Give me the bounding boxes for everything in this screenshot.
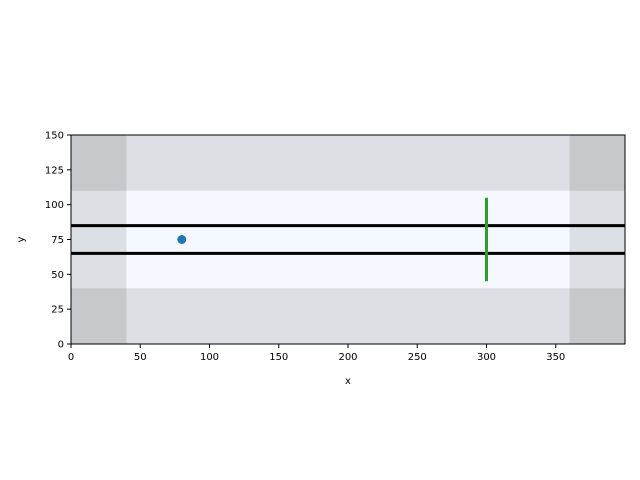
y-axis-label: y [16,236,27,242]
x-tick-label: 100 [200,352,219,363]
x-tick-label: 50 [134,352,147,363]
x-tick-label: 150 [269,352,288,363]
region-right-corner-top [569,135,625,191]
x-tick-label: 250 [408,352,427,363]
y-tick-label: 25 [51,305,64,316]
plot-points [177,235,187,244]
plot-regions [71,135,625,344]
y-axis-ticks: 0 25 50 75 100 125 150 [45,131,71,351]
x-tick-label: 0 [68,352,74,363]
x-axis-label: x [345,376,351,387]
y-tick-label: 50 [51,270,64,281]
data-point-0 [177,235,187,244]
region-right-corner-bottom [569,288,625,344]
y-tick-label: 150 [45,131,64,142]
y-tick-label: 125 [45,165,64,176]
region-inner-lane [126,190,570,289]
y-tick-label: 0 [58,340,64,351]
x-tick-label: 300 [477,352,496,363]
x-tick-label: 200 [338,352,357,363]
x-tick-label: 350 [546,352,565,363]
y-tick-label: 75 [51,235,64,246]
x-axis-ticks: 0 50 100 150 200 250 300 350 [68,344,565,363]
y-tick-label: 100 [45,200,64,211]
region-left-corner-bottom [71,288,127,344]
plot-lines [71,197,625,282]
region-left-corner-top [71,135,127,191]
